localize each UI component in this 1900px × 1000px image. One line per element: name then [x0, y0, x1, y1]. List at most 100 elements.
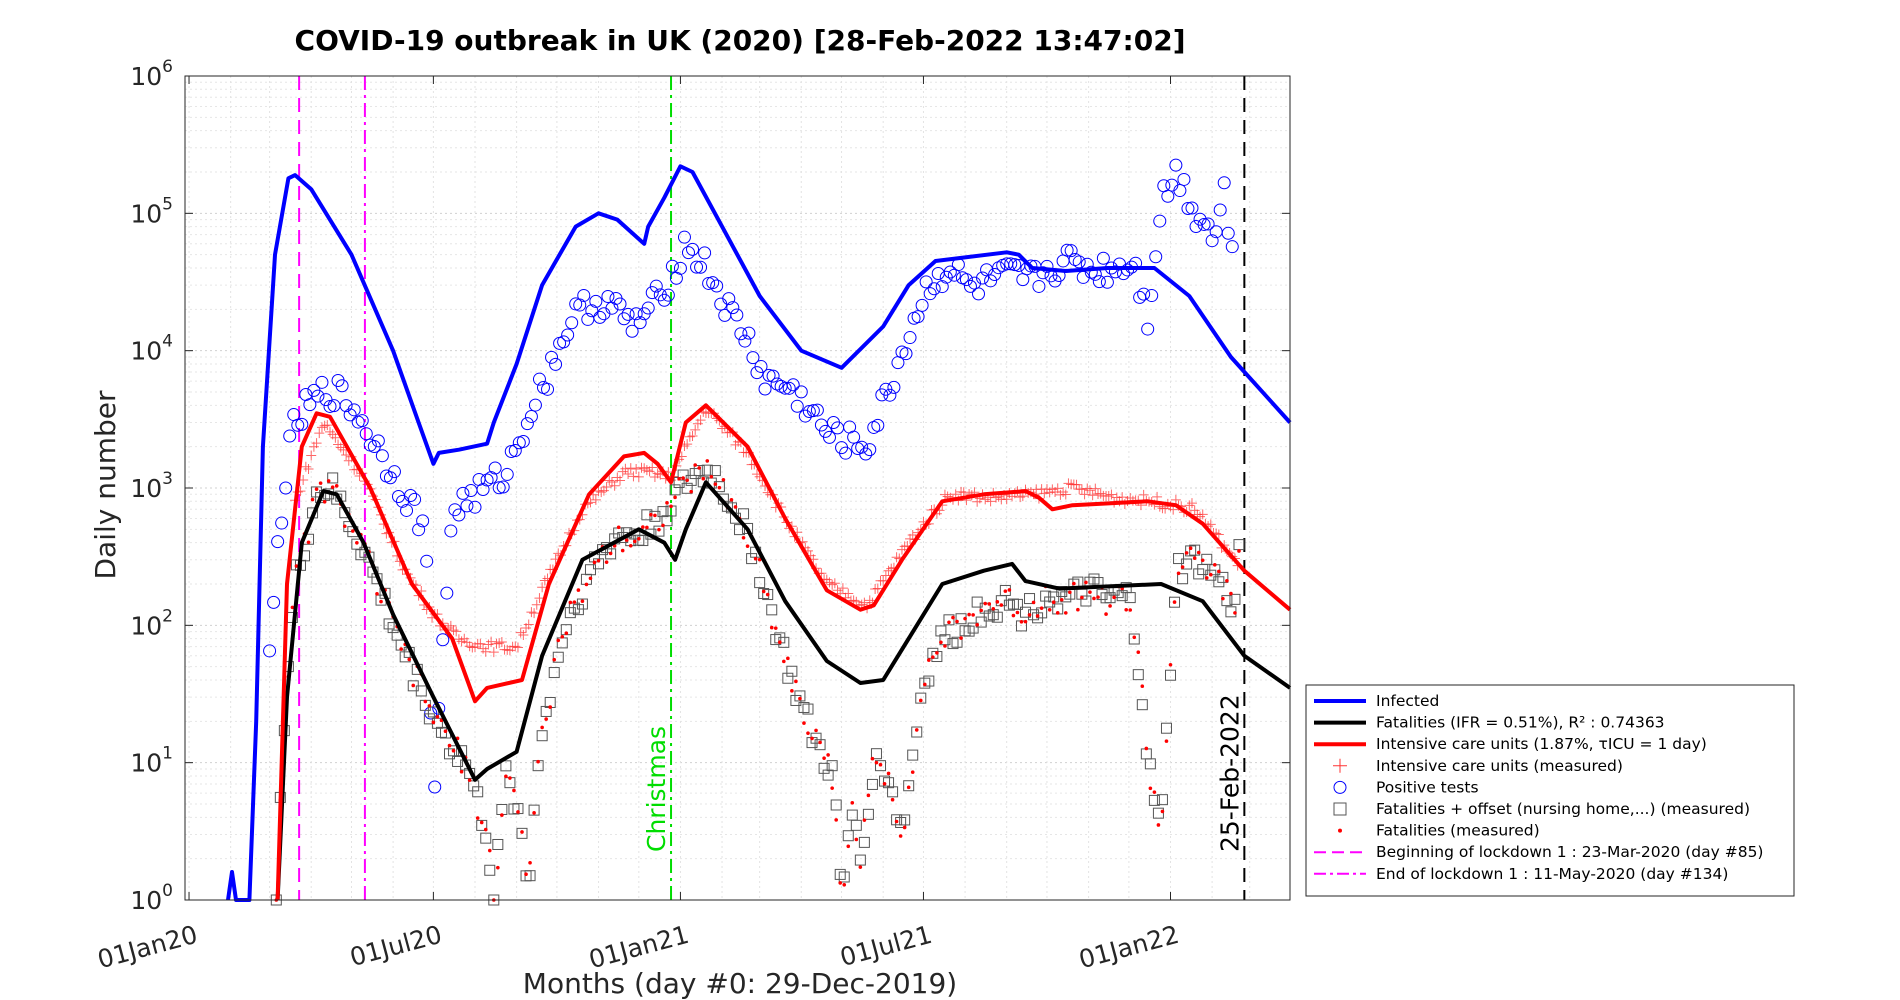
- fatality-measured-point: [1188, 546, 1193, 551]
- positive-test-point: [532, 372, 546, 386]
- fatality-offset-point: [1140, 748, 1152, 760]
- icu-measured-point: [601, 481, 612, 492]
- icu-measured-point: [316, 422, 327, 433]
- positive-test-point: [661, 288, 675, 302]
- icu-measured-point: [445, 620, 456, 631]
- positive-test-point: [311, 389, 325, 403]
- positive-test-point: [601, 289, 615, 303]
- icu-measured-point: [958, 487, 969, 498]
- fatality-offset-point: [576, 598, 588, 610]
- fatality-measured-point: [661, 523, 665, 528]
- fatality-measured-point: [318, 481, 323, 485]
- icu-measured-point: [330, 432, 341, 443]
- positive-test-point: [806, 404, 820, 418]
- icu-measured-point: [843, 588, 854, 599]
- fatality-measured-point: [399, 647, 403, 651]
- vertical-markers: Christmas 25-Feb-2022: [298, 76, 1246, 900]
- positive-test-point: [1133, 290, 1147, 304]
- fatality-offset-point: [1165, 669, 1177, 681]
- fatality-measured-point: [842, 882, 847, 887]
- icu-measured-point: [1047, 484, 1058, 495]
- fatality-measured-point: [741, 535, 746, 540]
- positive-test-point: [988, 268, 1002, 282]
- icu-measured-point: [905, 533, 916, 544]
- fatality-measured-point: [999, 603, 1004, 607]
- x-tick-label: 01Jan22: [1076, 920, 1182, 974]
- fatality-measured-point: [641, 525, 645, 529]
- positive-test-point: [1173, 184, 1187, 198]
- positive-test-point: [359, 427, 373, 441]
- fatality-measured-point: [971, 613, 975, 617]
- y-tick-label: 101: [130, 744, 173, 778]
- positive-test-point: [408, 492, 422, 506]
- fatality-offset-point: [1060, 591, 1072, 603]
- fatality-offset-point: [782, 672, 794, 684]
- positive-test-point: [859, 447, 873, 461]
- fatality-measured-point: [677, 476, 681, 481]
- fatality-measured-point: [375, 592, 379, 596]
- fatality-measured-point: [1011, 613, 1016, 618]
- icu-measured-point: [609, 480, 620, 491]
- fatality-measured-point: [657, 527, 661, 532]
- fatality-measured-point: [1172, 600, 1177, 604]
- positive-test-point: [649, 279, 663, 293]
- fatality-measured-point: [407, 657, 412, 662]
- fatality-measured-point: [1128, 608, 1133, 612]
- positive-test-point: [657, 293, 671, 307]
- positive-test-point: [428, 780, 442, 794]
- fatality-measured-point: [939, 640, 943, 645]
- fatality-measured-point: [411, 683, 416, 688]
- fatality-offset-point: [1221, 595, 1233, 607]
- positive-test-point: [460, 499, 474, 513]
- icu-measured-point: [1138, 489, 1149, 500]
- fatality-measured-point: [757, 557, 762, 562]
- positive-test-point: [577, 288, 591, 302]
- fatality-measured-point: [931, 655, 935, 659]
- icu-measured-point: [623, 469, 634, 480]
- positive-test-point: [621, 307, 635, 321]
- icu-measured-point: [531, 599, 542, 610]
- y-tick-label: 106: [130, 57, 173, 91]
- fatality-measured-point: [902, 825, 907, 830]
- positive-test-point: [770, 377, 784, 391]
- icu-measured-point: [306, 450, 317, 461]
- fatality-measured-point: [1156, 823, 1161, 827]
- fatality-offset-point: [879, 775, 891, 787]
- positive-test-point: [416, 514, 430, 528]
- positive-test-point: [710, 279, 724, 293]
- fatality-offset-point: [1011, 598, 1023, 610]
- positive-test-point: [722, 292, 736, 306]
- y-tick-label: 104: [130, 332, 173, 366]
- fatality-measured-point: [721, 478, 726, 482]
- positive-test-point: [593, 310, 607, 324]
- fatality-measured-point: [673, 495, 677, 500]
- fatality-measured-point: [608, 551, 613, 556]
- icu-measured-point: [907, 529, 918, 540]
- fatality-measured-point: [894, 819, 899, 824]
- positive-test-point: [516, 434, 530, 448]
- positive-test-point: [436, 633, 450, 647]
- fatality-measured-point: [1003, 589, 1008, 593]
- fatality-measured-point: [1088, 590, 1092, 594]
- fatality-offset-point: [1088, 573, 1100, 585]
- icu-measured-point: [461, 637, 472, 648]
- positive-test-point: [782, 381, 796, 395]
- fatality-measured-point: [963, 616, 967, 621]
- positive-test-point: [718, 308, 732, 322]
- positive-test-point: [738, 334, 752, 348]
- fatality-measured-point: [890, 797, 895, 802]
- fatality-measured-point: [536, 759, 540, 764]
- fatality-measured-point: [705, 459, 710, 463]
- fatality-measured-point: [810, 736, 814, 741]
- positive-test-point: [343, 408, 357, 422]
- fatality-measured-point: [1092, 596, 1096, 601]
- fatality-measured-point: [1164, 739, 1169, 743]
- fatality-offset-point: [887, 786, 899, 798]
- fatality-measured-point: [830, 786, 834, 790]
- icu-measured-point: [628, 471, 639, 482]
- positive-test-point: [677, 230, 691, 244]
- icu-measured-point: [486, 636, 497, 647]
- positive-test-point: [1008, 258, 1022, 272]
- fatality-offset-point: [915, 692, 927, 704]
- positive-test-point: [754, 359, 768, 373]
